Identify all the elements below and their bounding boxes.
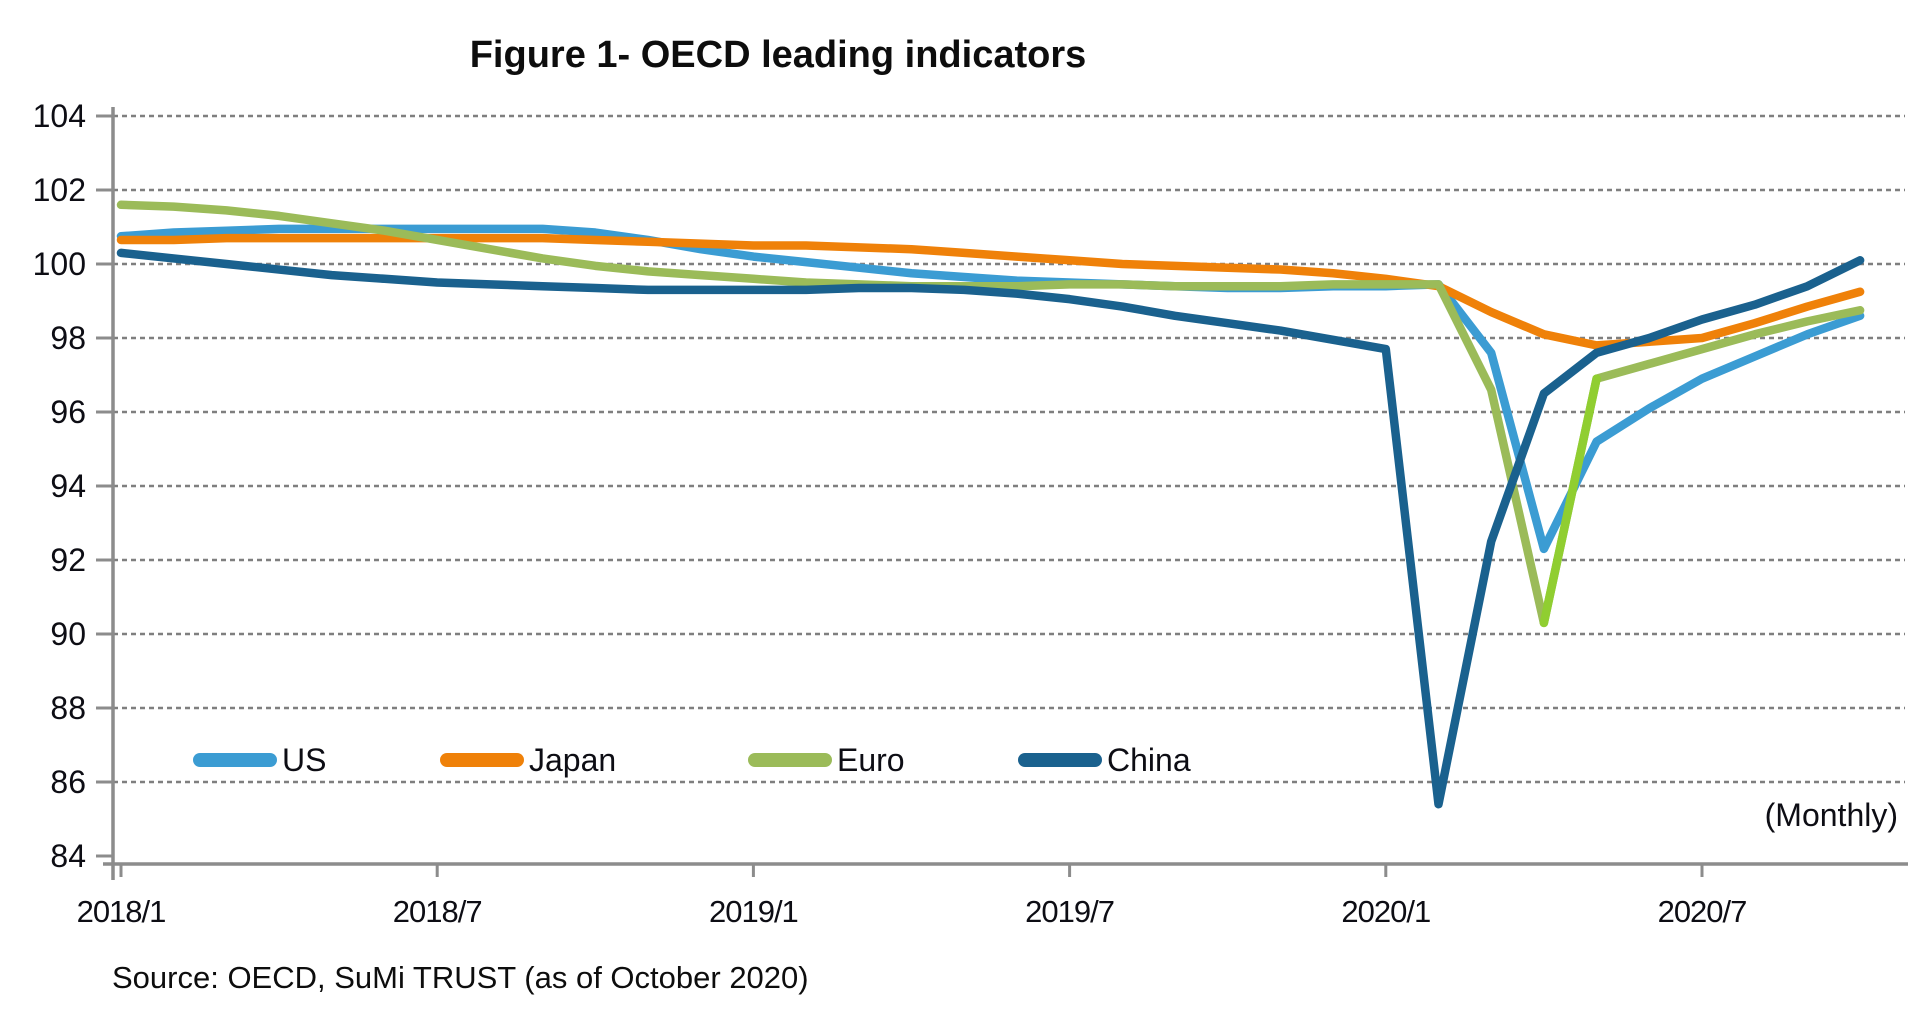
legend-label-japan: Japan: [529, 742, 617, 778]
x-tick-label-2018/1: 2018/1: [77, 894, 166, 929]
legend-label-china: China: [1107, 742, 1191, 778]
x-tick-label-2019/7: 2019/7: [1025, 894, 1114, 929]
legend-label-euro: Euro: [837, 742, 905, 778]
y-tick-label-104: 104: [33, 98, 86, 134]
legend-item-china: China: [1018, 744, 1191, 776]
y-tick-label-90: 90: [50, 616, 86, 652]
y-tick-label-84: 84: [50, 838, 86, 874]
y-tick-label-86: 86: [50, 764, 86, 800]
legend-label-us: US: [282, 742, 327, 778]
y-tick-label-94: 94: [50, 468, 86, 504]
y-tick-label-96: 96: [50, 394, 86, 430]
series-line-china: [116, 248, 1865, 809]
legend-item-us: US: [193, 744, 326, 776]
x-tick-label-2018/7: 2018/7: [393, 894, 482, 929]
china-line-swatch-icon: [1018, 753, 1102, 767]
y-tick-label-100: 100: [33, 246, 86, 282]
y-tick-label-102: 102: [33, 172, 86, 208]
us-line-swatch-icon: [193, 753, 277, 767]
source-note: Source: OECD, SuMi TRUST (as of October …: [112, 960, 809, 995]
x-tick-label-2019/1: 2019/1: [709, 894, 798, 929]
y-tick-label-92: 92: [50, 542, 86, 578]
y-tick-label-88: 88: [50, 690, 86, 726]
legend-item-japan: Japan: [440, 744, 616, 776]
x-tick-label-2020/7: 2020/7: [1658, 894, 1747, 929]
chart-title: Figure 1- OECD leading indicators: [469, 34, 1087, 76]
euro-line-swatch-icon: [748, 753, 832, 767]
monthly-frequency-note: (Monthly): [1764, 797, 1898, 833]
legend-item-euro: Euro: [748, 744, 905, 776]
y-tick-label-98: 98: [50, 320, 86, 356]
series-line-euro-recovery-segment: [1539, 374, 1601, 628]
japan-line-swatch-icon: [440, 753, 524, 767]
x-tick-label-2020/1: 2020/1: [1341, 894, 1430, 929]
